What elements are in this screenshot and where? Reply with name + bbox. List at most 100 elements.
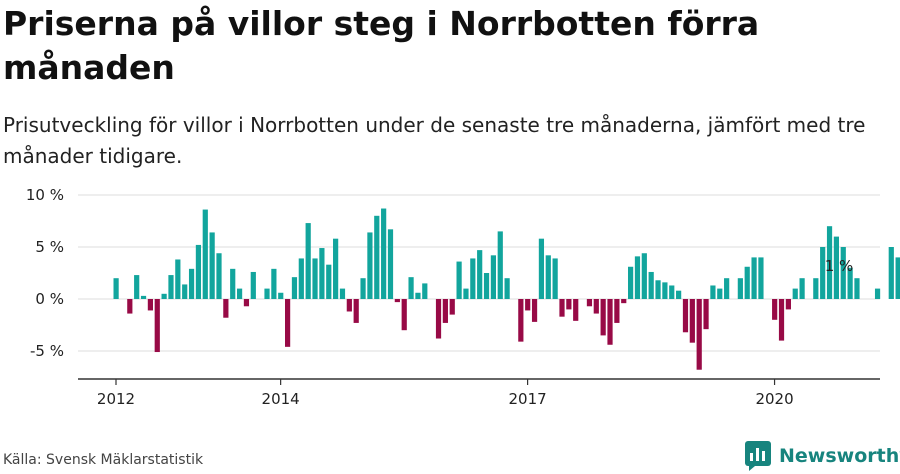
bar	[401, 299, 407, 331]
bar	[820, 247, 826, 299]
bar	[676, 290, 682, 299]
bar	[874, 288, 881, 299]
bar	[374, 215, 380, 299]
bar	[449, 299, 455, 315]
bar	[387, 229, 394, 299]
bar	[113, 278, 119, 299]
bar	[271, 268, 277, 299]
bar	[381, 208, 387, 299]
bar	[552, 258, 558, 299]
x-tick-label: 2017	[509, 390, 547, 408]
bar	[285, 299, 291, 347]
bars	[113, 208, 900, 370]
bar	[319, 248, 325, 299]
bar	[243, 299, 250, 307]
y-tick-label: 5 %	[35, 238, 64, 256]
bar	[614, 299, 620, 323]
bar	[223, 299, 229, 318]
bar	[456, 261, 462, 299]
bar	[463, 288, 469, 299]
bar	[291, 277, 298, 299]
bar	[628, 266, 634, 299]
bar	[826, 226, 833, 299]
y-tick-label: 10 %	[26, 186, 64, 204]
bar	[435, 299, 442, 339]
bar	[641, 253, 647, 299]
bar	[154, 299, 160, 353]
bar	[531, 299, 538, 322]
bar	[682, 299, 689, 333]
bar	[333, 238, 339, 299]
bar	[147, 299, 153, 311]
bar	[422, 283, 428, 299]
bar	[758, 257, 764, 299]
bar	[689, 299, 695, 343]
bar	[785, 299, 791, 310]
bar	[209, 232, 215, 299]
bar	[188, 268, 195, 299]
bar	[895, 257, 900, 299]
bar	[662, 282, 668, 299]
bar	[669, 285, 675, 299]
bar	[202, 209, 208, 299]
newsworthy-logo[interactable]: Newsworthy	[745, 441, 900, 471]
chart-title: Priserna på villor steg i Norrbotten för…	[3, 4, 760, 87]
bar	[593, 299, 599, 314]
source-note: Källa: Svensk Mäklarstatistik	[3, 452, 204, 468]
bar	[847, 267, 853, 299]
bar	[737, 278, 743, 299]
bar	[559, 299, 565, 317]
bar	[470, 258, 476, 299]
bar	[305, 223, 311, 299]
bar	[724, 278, 730, 299]
y-tick-label: 0 %	[35, 290, 64, 308]
bar	[408, 277, 414, 299]
bar	[648, 271, 654, 299]
bar	[621, 299, 627, 304]
bar	[250, 271, 256, 299]
bar	[477, 250, 483, 299]
bar	[655, 280, 661, 299]
bar	[394, 299, 400, 303]
bar	[772, 299, 778, 320]
x-tick-label: 2012	[97, 390, 135, 408]
bar	[415, 292, 421, 299]
chart-subtitle: Prisutveckling för villor i Norrbotten u…	[3, 113, 866, 168]
bar	[236, 288, 243, 299]
bar	[566, 299, 572, 310]
bar	[799, 278, 805, 299]
bar	[751, 257, 757, 299]
x-axis-ticks: 20122014201720202022	[97, 379, 794, 408]
bar	[182, 284, 188, 299]
bar	[134, 275, 140, 299]
bar	[353, 299, 359, 323]
bar	[840, 247, 846, 299]
bar	[339, 288, 346, 299]
bar	[710, 285, 716, 299]
newsworthy-icon	[745, 441, 771, 471]
bar	[490, 255, 496, 299]
bar	[813, 278, 819, 299]
bar	[525, 299, 531, 311]
bar	[161, 293, 167, 299]
brand-name: Newsworthy	[779, 445, 900, 467]
bar	[367, 232, 373, 299]
bar	[792, 288, 798, 299]
bar	[264, 288, 270, 299]
bar	[518, 299, 524, 342]
bar	[140, 295, 147, 299]
bar	[504, 278, 510, 299]
bar	[545, 255, 551, 299]
bar	[744, 266, 750, 299]
bar	[168, 275, 174, 299]
bar	[483, 273, 490, 299]
bar	[607, 299, 613, 345]
bar-chart: 10 %5 %0 %-5 % 20122014201720202022 1 %	[26, 186, 900, 408]
bar	[312, 258, 318, 299]
bar	[696, 299, 702, 370]
bar	[703, 299, 709, 330]
y-axis-tick-labels: 10 % 5 % 0 % -5 %	[26, 186, 64, 360]
bar	[573, 299, 579, 321]
bar	[230, 268, 236, 299]
bar	[854, 278, 860, 299]
